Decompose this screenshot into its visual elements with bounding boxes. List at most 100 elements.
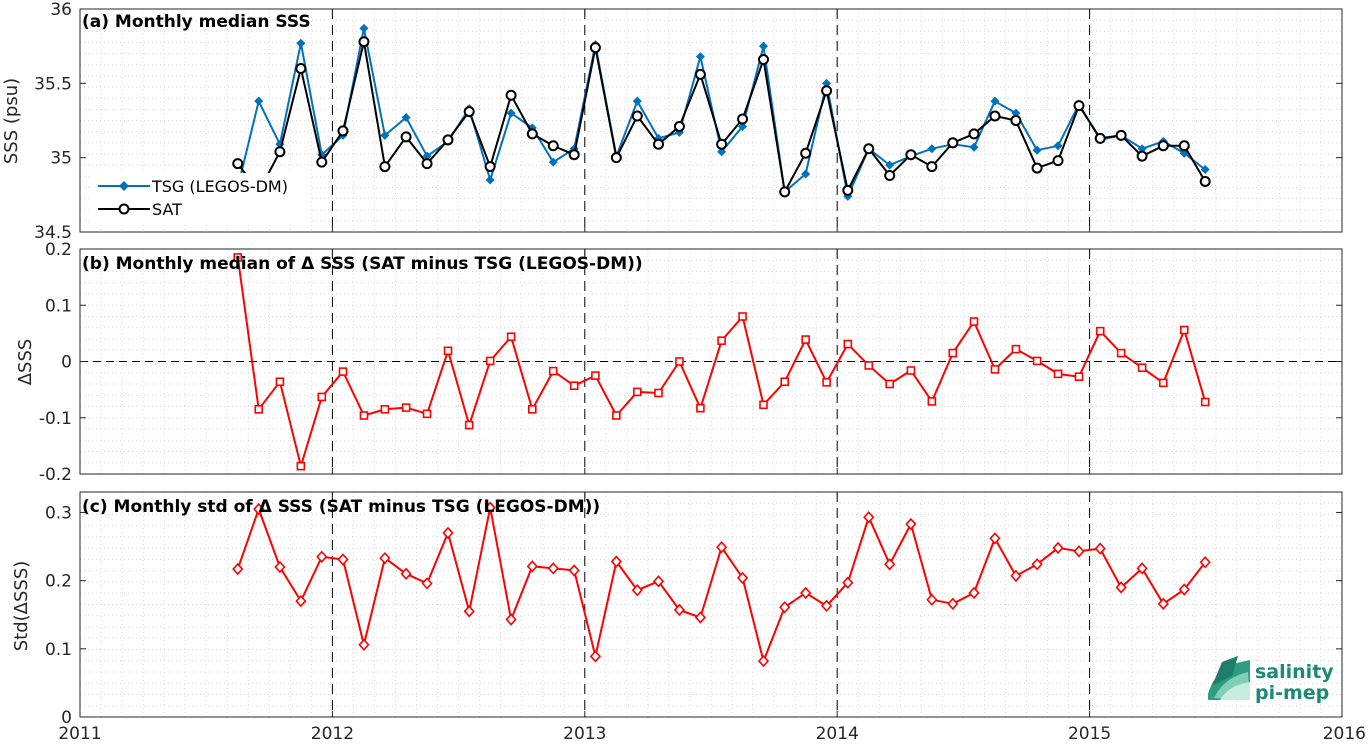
data-point	[948, 348, 958, 358]
panel-c-frame	[79, 491, 1343, 718]
data-point	[884, 558, 896, 571]
data-point	[738, 312, 747, 321]
data-point	[1094, 132, 1106, 144]
data-point	[422, 409, 432, 419]
data-point	[295, 62, 307, 74]
data-point	[801, 169, 811, 179]
data-point	[652, 575, 665, 588]
panel-c-year-lines	[331, 492, 1091, 717]
data-point	[505, 89, 517, 101]
data-point	[1179, 325, 1189, 335]
y-tick-label: 0.2	[45, 240, 72, 260]
legend-tsg-label: TSG (LEGOS-DM)	[151, 177, 288, 196]
data-point	[610, 555, 622, 568]
data-point	[905, 149, 917, 161]
panel-a-title: (a) Monthly median SSS	[82, 12, 311, 32]
data-point	[442, 526, 454, 540]
data-point	[969, 317, 979, 326]
data-point	[717, 336, 726, 345]
panel-c-grid	[80, 492, 1342, 717]
data-point	[528, 405, 537, 414]
data-point	[359, 411, 369, 420]
data-point	[1157, 597, 1169, 611]
data-point	[548, 366, 558, 376]
data-point	[821, 599, 833, 613]
data-point	[696, 403, 705, 413]
data-point	[947, 137, 959, 149]
data-point	[295, 594, 307, 608]
data-point	[1178, 140, 1190, 152]
panel-b-y-label: ΔSSS	[15, 339, 36, 386]
y-tick-label: 35.5	[34, 74, 72, 94]
panel-b-y-ticks: -0.2 -0.1 0 0.1 0.2	[39, 240, 1343, 485]
data-point	[526, 560, 538, 573]
data-point	[885, 379, 894, 389]
data-point	[1052, 541, 1064, 555]
data-point	[800, 586, 812, 600]
data-point	[1032, 356, 1042, 366]
data-point	[612, 411, 621, 420]
data-point	[822, 378, 831, 387]
data-point	[547, 140, 559, 152]
data-point	[842, 184, 854, 196]
x-tick-label: 2013	[563, 724, 606, 744]
y-tick-label: -0.2	[39, 465, 72, 485]
data-point	[254, 96, 264, 106]
x-tick-label: 2016	[1323, 724, 1366, 744]
data-point	[400, 567, 412, 581]
data-point	[484, 501, 496, 514]
logo-wave-icon	[1208, 656, 1250, 700]
panel-b-title: (b) Monthly median of Δ SSS (SAT minus T…	[82, 254, 643, 274]
data-point	[568, 564, 580, 577]
data-point	[1053, 141, 1063, 151]
data-point	[380, 405, 390, 414]
panel-b-series	[233, 253, 1210, 471]
data-point	[990, 365, 1000, 374]
y-tick-label: 0.3	[45, 503, 72, 523]
data-point	[736, 571, 749, 585]
data-point	[253, 502, 265, 516]
data-point	[653, 138, 665, 150]
data-point	[316, 156, 328, 168]
data-point	[589, 650, 601, 663]
data-point	[358, 36, 370, 48]
data-point	[296, 461, 306, 471]
data-point	[1074, 372, 1084, 381]
data-point	[591, 371, 600, 380]
data-point	[274, 146, 286, 158]
data-point	[822, 78, 832, 88]
panel-c-x-ticks: 2011 2012 2013 2014 2015 2016	[58, 724, 1366, 744]
data-point	[380, 130, 390, 140]
data-point	[990, 96, 1000, 106]
legend: TSG (LEGOS-DM) SAT	[92, 173, 310, 223]
x-tick-label: 2015	[1068, 724, 1111, 744]
data-point	[674, 127, 684, 137]
x-tick-label: 2014	[816, 724, 859, 744]
legend-box	[92, 173, 310, 223]
data-point	[801, 335, 810, 344]
data-point	[694, 611, 706, 624]
data-point	[1199, 556, 1211, 569]
data-point	[969, 142, 979, 152]
y-tick-label: 0.2	[45, 572, 72, 592]
data-point	[673, 120, 685, 132]
data-point	[1010, 115, 1022, 126]
data-point	[779, 186, 791, 198]
data-point	[1031, 162, 1043, 174]
data-point	[338, 367, 348, 376]
data-point	[463, 605, 475, 618]
data-point	[1010, 569, 1022, 583]
data-point	[1157, 140, 1169, 152]
data-point	[780, 377, 790, 387]
data-point	[337, 553, 349, 566]
panel-a-y-ticks: 34.5 35 35.5 36	[34, 0, 1343, 243]
data-point	[675, 357, 684, 366]
data-point	[506, 108, 516, 118]
panel-c-y-label: Std(ΔSSS)	[11, 561, 32, 652]
y-tick-label: -0.1	[39, 409, 72, 429]
data-point	[1052, 155, 1064, 167]
data-point	[548, 157, 558, 167]
data-point	[1137, 363, 1147, 372]
data-point	[1200, 165, 1210, 175]
